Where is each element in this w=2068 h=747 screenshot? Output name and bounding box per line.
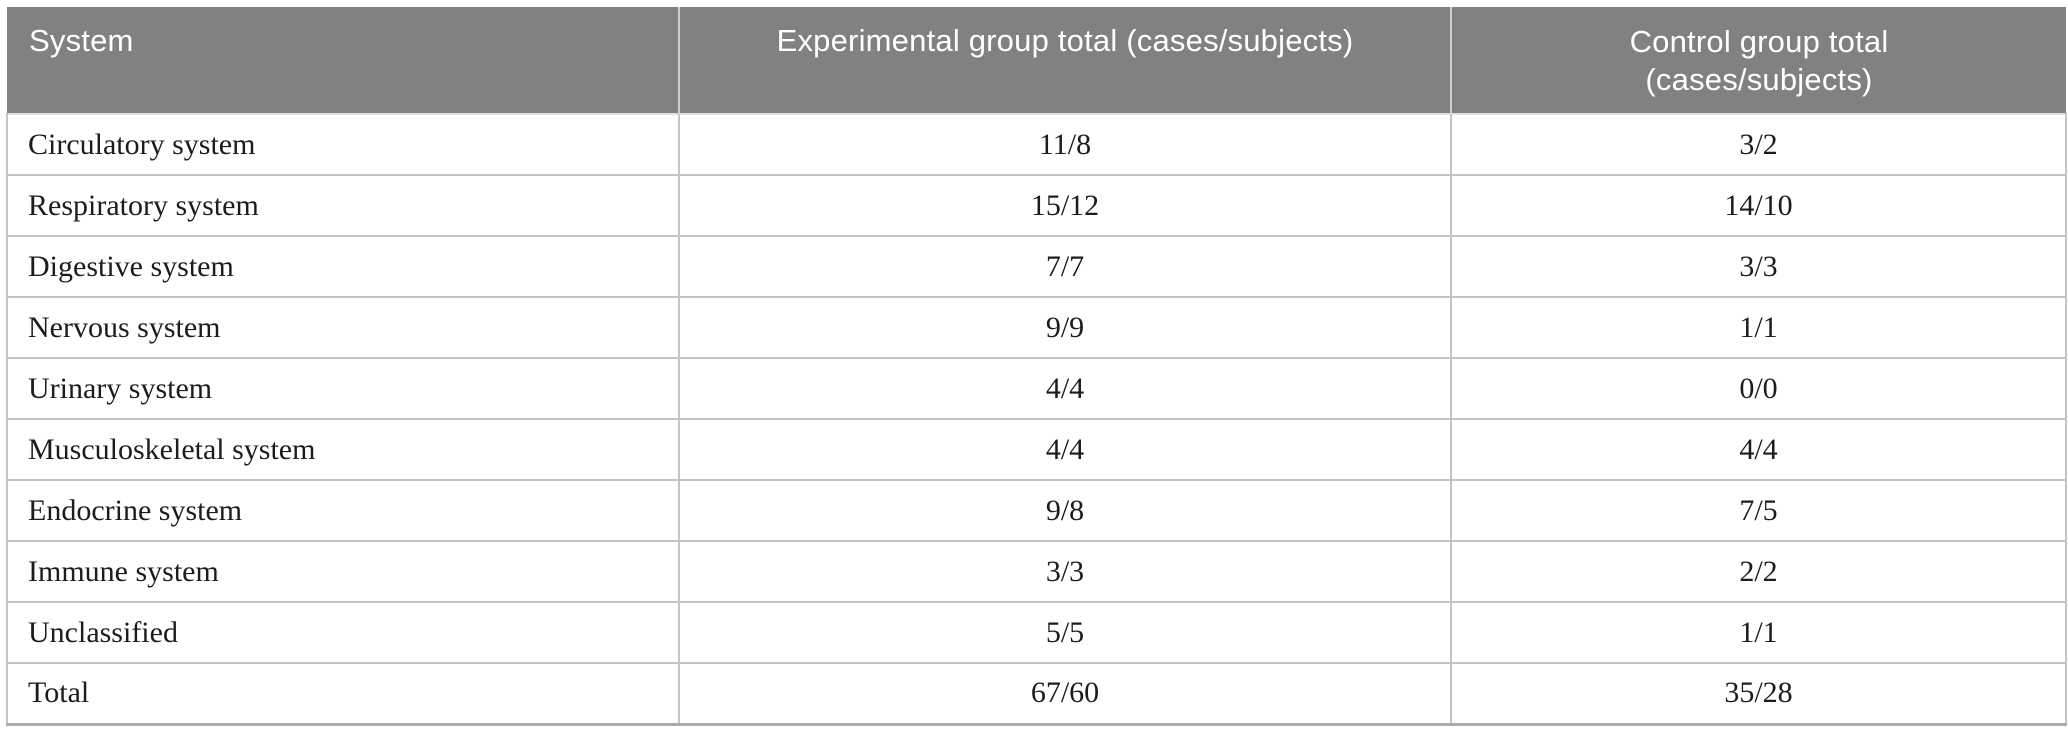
control-cell: 1/1 xyxy=(1450,601,2067,664)
column-header-experimental: Experimental group total (cases/subjects… xyxy=(678,7,1451,114)
table-row-total: Total 67/60 35/28 xyxy=(6,662,2067,726)
system-cell: Circulatory system xyxy=(6,113,680,176)
system-cell: Total xyxy=(6,662,680,726)
table-body: Circulatory system 11/8 3/2 Respiratory … xyxy=(6,113,2067,726)
table-row: Unclassified 5/5 1/1 xyxy=(6,601,2067,664)
table-row: Musculoskeletal system 4/4 4/4 xyxy=(6,418,2067,481)
table-row: Digestive system 7/7 3/3 xyxy=(6,235,2067,298)
experimental-cell: 11/8 xyxy=(678,113,1452,176)
column-header-system: System xyxy=(7,7,679,114)
table-row: Circulatory system 11/8 3/2 xyxy=(6,113,2067,176)
table-row: Urinary system 4/4 0/0 xyxy=(6,357,2067,420)
control-cell: 35/28 xyxy=(1450,662,2067,726)
table-row: Immune system 3/3 2/2 xyxy=(6,540,2067,603)
column-header-control: Control group total (cases/subjects) xyxy=(1450,7,2066,114)
experimental-cell: 67/60 xyxy=(678,662,1452,726)
experimental-cell: 7/7 xyxy=(678,235,1452,298)
control-cell: 0/0 xyxy=(1450,357,2067,420)
header-row: System Experimental group total (cases/s… xyxy=(7,7,2066,114)
control-cell: 1/1 xyxy=(1450,296,2067,359)
system-cell: Respiratory system xyxy=(6,174,680,237)
control-cell: 4/4 xyxy=(1450,418,2067,481)
systems-table-container: System Experimental group total (cases/s… xyxy=(6,7,2067,726)
experimental-cell: 9/8 xyxy=(678,479,1452,542)
experimental-cell: 4/4 xyxy=(678,418,1452,481)
experimental-cell: 5/5 xyxy=(678,601,1452,664)
control-cell: 7/5 xyxy=(1450,479,2067,542)
system-cell: Musculoskeletal system xyxy=(6,418,680,481)
column-header-control-label: Control group total (cases/subjects) xyxy=(1629,24,1889,97)
table-row: Endocrine system 9/8 7/5 xyxy=(6,479,2067,542)
table-row: Nervous system 9/9 1/1 xyxy=(6,296,2067,359)
table-row: Respiratory system 15/12 14/10 xyxy=(6,174,2067,237)
control-cell: 3/3 xyxy=(1450,235,2067,298)
system-cell: Digestive system xyxy=(6,235,680,298)
system-cell: Nervous system xyxy=(6,296,680,359)
system-cell: Immune system xyxy=(6,540,680,603)
system-cell: Urinary system xyxy=(6,357,680,420)
system-cell: Endocrine system xyxy=(6,479,680,542)
experimental-cell: 15/12 xyxy=(678,174,1452,237)
control-cell: 2/2 xyxy=(1450,540,2067,603)
control-cell: 14/10 xyxy=(1450,174,2067,237)
system-cell: Unclassified xyxy=(6,601,680,664)
experimental-cell: 9/9 xyxy=(678,296,1452,359)
experimental-cell: 3/3 xyxy=(678,540,1452,603)
control-cell: 3/2 xyxy=(1450,113,2067,176)
table-header: System Experimental group total (cases/s… xyxy=(7,7,2066,114)
experimental-cell: 4/4 xyxy=(678,357,1452,420)
systems-table: System Experimental group total (cases/s… xyxy=(6,7,2067,726)
